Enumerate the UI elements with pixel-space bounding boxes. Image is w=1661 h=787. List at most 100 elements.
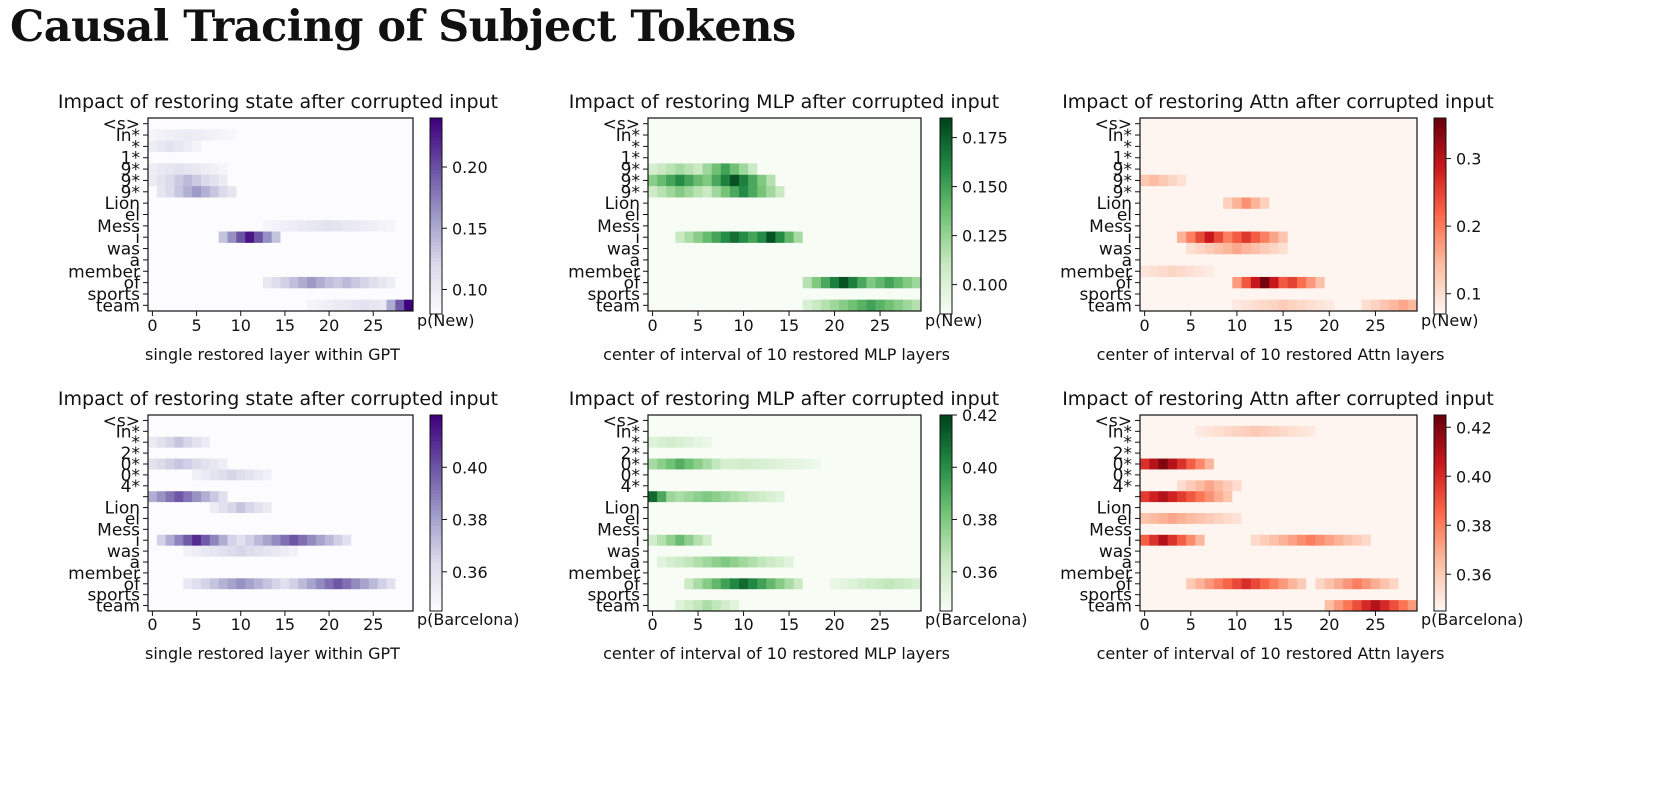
heatmap-cell [1278,118,1289,130]
heatmap-cell [702,288,713,301]
colorbar-segment [1434,584,1446,589]
heatmap-cell [1380,502,1390,514]
heatmap-cells [1140,118,1418,312]
heatmap-cell [1361,447,1372,459]
heatmap-cell [911,186,922,198]
heatmap-cell [875,197,885,210]
heatmap-cell [1389,480,1399,492]
heatmap-cell [1260,163,1270,176]
heatmap-cell [236,567,246,579]
heatmap-cell [766,299,776,312]
heatmap-cell [1176,578,1187,590]
heatmap-cell [148,288,158,301]
colorbar-segment [1434,480,1446,485]
colorbar-segment [1434,483,1446,488]
heatmap-cell [1195,425,1206,438]
heatmap-cell [192,299,202,312]
heatmap-cell [766,152,776,164]
heatmap-cell [1306,208,1316,221]
heatmap-cell [729,186,740,198]
heatmap-cell [1389,231,1399,244]
colorbar-segment [1434,519,1446,524]
heatmap-cell [1204,578,1215,590]
heatmap-cell [1232,186,1242,198]
heatmap-cell [1278,513,1289,525]
heatmap-cell [1213,197,1224,210]
heatmap-cell [657,299,667,312]
heatmap-cell [156,118,167,130]
token-label: sports [1079,285,1132,305]
heatmap-cell [657,231,667,244]
heatmap-cell [666,276,676,289]
heatmap-cell [289,118,299,130]
heatmap-cell [1186,523,1196,536]
heatmap-cell [298,220,308,232]
heatmap-cell [1296,425,1307,438]
heatmap-cell [1232,140,1242,153]
heatmap-cell [884,254,895,266]
heatmap-cell [289,523,299,536]
heatmap-cell [1352,447,1362,459]
heatmap-cell [333,254,343,266]
heatmap-cell [209,513,220,525]
heatmap-cell [1398,415,1409,427]
heatmap-cell [1167,276,1178,289]
colorbar-segment [430,473,442,478]
heatmap-cell [811,163,822,176]
heatmap-cell [729,523,740,536]
heatmap-cell [1186,276,1196,289]
heatmap-cell [386,578,396,590]
heatmap-cell [201,254,211,266]
heatmap-cell [209,480,220,492]
heatmap-cell [1407,129,1418,142]
heatmap-cell [1176,231,1187,244]
heatmap-cell [1158,231,1169,244]
heatmap-cell [1232,556,1242,568]
colorbar-segment [430,604,442,609]
heatmap-cell [748,265,758,278]
heatmap-cell [174,502,184,514]
heatmap-cell [648,140,658,153]
heatmap-cell [209,242,220,255]
heatmap-cell [395,545,405,557]
heatmap-cell [693,502,703,514]
heatmap-cell [793,491,804,503]
heatmap-cell [1324,242,1335,255]
colorbar-segment [940,499,952,504]
heatmap-cell [254,129,264,142]
colorbar-segment [430,216,442,220]
token-label: 2* [621,444,640,464]
heatmap-cell [1361,299,1372,312]
heatmap-cell [1158,556,1169,568]
heatmap-cell [1260,458,1270,470]
heatmap-cell [183,545,193,557]
heatmap-cell [748,129,758,142]
heatmap-cell [720,220,731,232]
heatmap-cell [333,242,343,255]
heatmap-cell [209,469,220,481]
heatmap-cell [377,163,387,176]
heatmap-cell [289,447,299,459]
heatmap-cell [757,545,767,557]
heatmap-cell [648,447,658,459]
heatmap-cell [1361,220,1372,232]
colorbar-segment [940,284,952,289]
heatmap-cell [675,425,685,438]
heatmap-cell [793,231,804,244]
heatmap-cell [156,523,167,536]
heatmap-cell [324,118,334,130]
heatmap-cell [1315,556,1326,568]
heatmap-cell [711,242,722,255]
heatmap-cell [218,276,228,289]
heatmap-cell [289,254,299,266]
heatmap-cell [156,502,167,514]
heatmap-cell [784,186,794,198]
heatmap-cell [1140,578,1150,590]
heatmap-cell [666,480,676,492]
heatmap-cell [1333,231,1344,244]
heatmap-cell [280,458,290,470]
heatmap-cell [192,502,202,514]
colorbar-segment [430,454,442,458]
heatmap-cell [209,567,220,579]
colorbar-segment [1434,189,1446,194]
